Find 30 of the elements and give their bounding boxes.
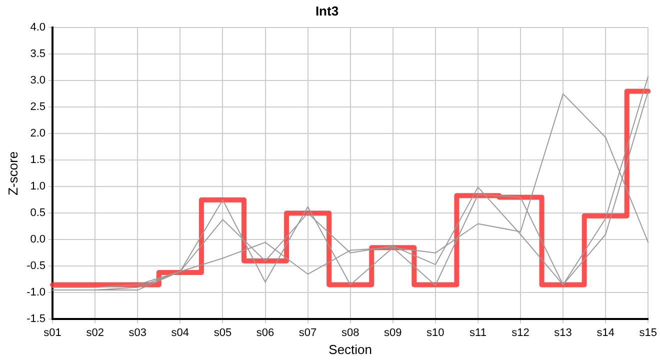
y-tick-label: -0.5: [26, 260, 46, 272]
x-tick-label: s08: [341, 326, 360, 339]
x-tick-label: s14: [596, 326, 614, 339]
y-tick-label: -1.0: [26, 286, 46, 299]
x-tick-label: s07: [298, 326, 317, 339]
y-tick-label: 0.5: [30, 207, 46, 220]
x-tick-label: s13: [554, 326, 572, 339]
x-tick-label: s02: [86, 326, 104, 339]
y-tick-label: 2.5: [30, 101, 46, 114]
y-tick-label: 4.0: [30, 22, 46, 34]
y-tick-label: 1.0: [30, 180, 46, 193]
x-tick-label: s09: [384, 326, 402, 339]
chart-title: Int3: [315, 3, 339, 18]
x-tick-label: s10: [426, 326, 444, 339]
y-tick-label: -1.5: [26, 313, 46, 326]
y-tick-label: 2.0: [30, 128, 46, 140]
x-tick-label: s15: [639, 326, 658, 339]
x-tick-label: s05: [214, 326, 232, 339]
y-axis-title: Z-score: [5, 151, 20, 196]
x-tick-label: s06: [256, 326, 274, 339]
x-tick-label: s01: [44, 326, 62, 339]
x-tick-label: s12: [512, 326, 530, 339]
y-tick-label: 3.0: [30, 74, 46, 87]
y-tick-label: 3.5: [30, 48, 46, 60]
y-tick-label: 1.5: [30, 154, 46, 166]
x-axis-title: Section: [328, 342, 372, 357]
y-tick-label: 0.0: [30, 234, 46, 246]
x-tick-label: s03: [128, 326, 147, 339]
x-tick-label: s11: [470, 326, 486, 339]
x-tick-label: s04: [171, 326, 190, 339]
